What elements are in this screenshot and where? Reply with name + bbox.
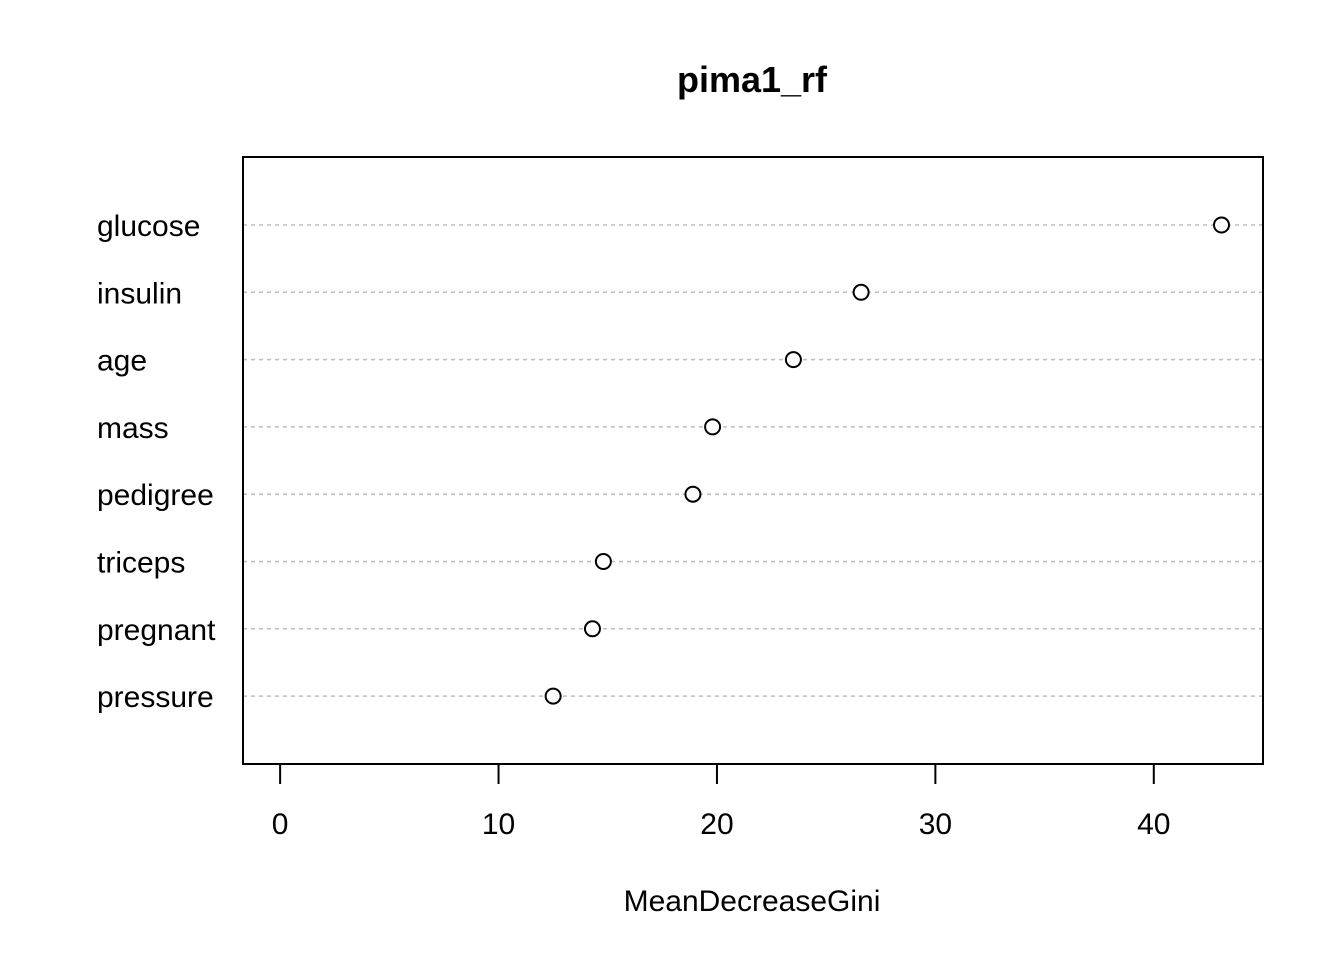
point-insulin [852,283,870,301]
category-label-mass: mass [97,412,169,445]
point-pregnant [583,620,601,638]
point-triceps [594,553,612,570]
category-label-glucose: glucose [97,210,200,243]
category-label-pregnant: pregnant [97,614,216,647]
point-mass [704,418,722,436]
x-tick-label-30: 30 [919,808,952,841]
x-axis-title: MeanDecreaseGini [624,885,881,918]
point-pedigree [684,485,702,503]
category-label-age: age [97,345,147,378]
x-tick-label-0: 0 [272,808,289,841]
x-axis: 0 10 20 30 40 [272,763,1170,841]
point-glucose [1213,216,1231,234]
category-label-pressure: pressure [97,681,214,714]
point-age [784,351,802,369]
chart-title: pima1_rf [677,59,828,100]
x-tick-label-40: 40 [1137,808,1170,841]
category-label-pedigree: pedigree [97,479,214,512]
category-labels: glucose insulin age mass pedigree triceps preg… [97,210,216,714]
category-label-insulin: insulin [97,277,182,310]
point-pressure [544,687,562,705]
grid-lines [243,224,1263,697]
x-tick-label-10: 10 [482,808,515,841]
x-tick-label-20: 20 [700,808,733,841]
category-label-triceps: triceps [97,547,185,580]
data-points [544,216,1231,705]
plot-frame [242,156,1264,765]
